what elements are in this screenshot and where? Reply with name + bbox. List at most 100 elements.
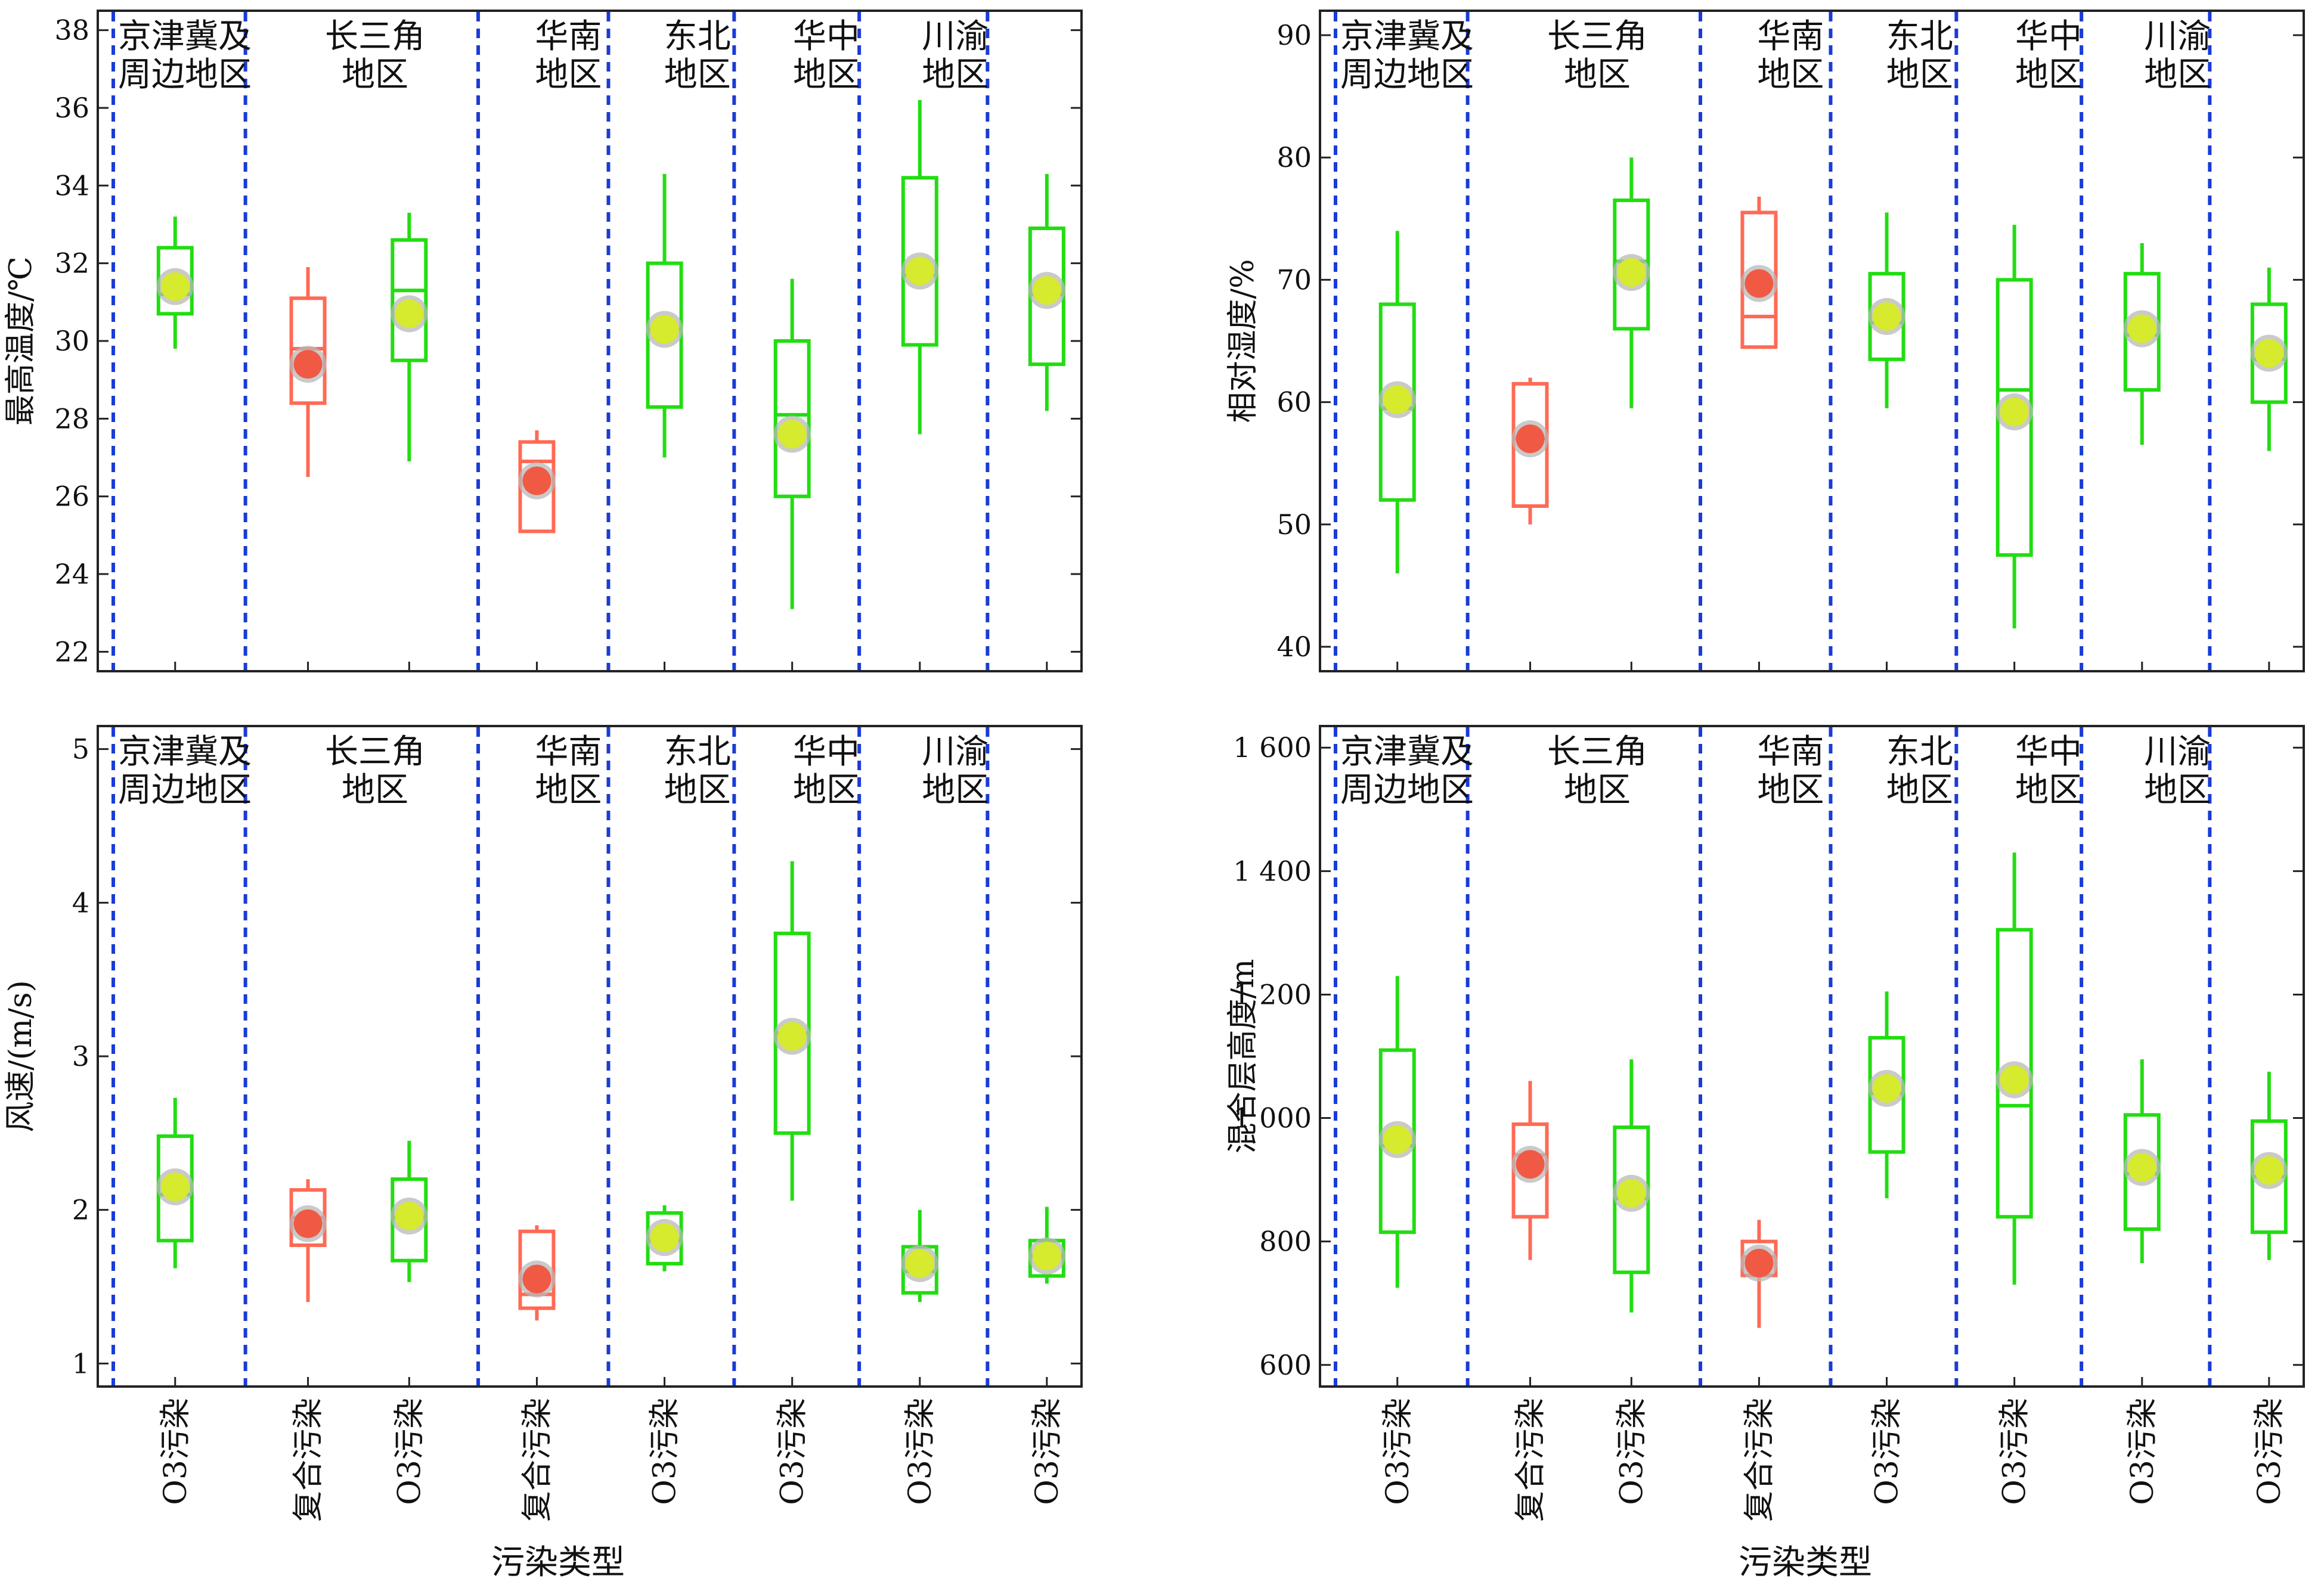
region-label: 华中 <box>2015 733 2082 771</box>
y-tick-label: 1 600 <box>1233 731 1312 764</box>
category-label: 复合污染 <box>291 1398 327 1522</box>
mean-marker <box>2127 314 2156 343</box>
box-iqr <box>1613 199 1650 331</box>
region-label: 华南 <box>1757 17 1824 56</box>
region-label: 地区 <box>1886 55 1953 94</box>
mean-marker <box>1872 1074 1901 1103</box>
region-label: 周边地区 <box>118 771 252 810</box>
y-tick-label: 800 <box>1259 1226 1312 1258</box>
box-iqr <box>518 1229 556 1310</box>
region-label: 京津冀及 <box>118 17 252 56</box>
mean-marker <box>2254 1156 2283 1185</box>
region-label: 地区 <box>922 55 989 94</box>
region-label: 地区 <box>793 55 860 94</box>
mean-marker <box>650 315 679 344</box>
mean-marker <box>2254 339 2283 368</box>
y-tick-label: 30 <box>54 325 89 357</box>
region-label: 周边地区 <box>1340 55 1474 94</box>
mean-marker <box>905 256 934 286</box>
mean-marker <box>1383 385 1412 414</box>
region-label: 华中 <box>793 733 860 771</box>
mean-marker <box>2127 1153 2156 1182</box>
plot-frame <box>1319 10 2305 672</box>
y-axis-label: 最高温度/℃ <box>3 256 39 426</box>
y-axis-label: 相对湿度/% <box>1225 259 1261 423</box>
region-label: 川渝 <box>2144 17 2211 56</box>
mean-marker <box>777 1022 807 1051</box>
mean-marker <box>522 1264 551 1294</box>
y-tick-label: 2 <box>72 1194 89 1226</box>
y-axis-label: 风速/(m/s) <box>3 980 39 1133</box>
region-label: 长三角 <box>325 733 425 771</box>
category-label: O3污染 <box>1030 1398 1065 1505</box>
mean-marker <box>1617 258 1646 287</box>
mean-marker <box>522 466 551 495</box>
box-iqr <box>289 296 327 405</box>
category-label: O3污染 <box>903 1398 938 1505</box>
category-label: 复合污染 <box>519 1398 555 1522</box>
y-tick-label: 1 400 <box>1233 855 1312 887</box>
mean-marker <box>293 1209 323 1238</box>
panel-wind-speed: 京津冀及周边地区长三角地区华南地区东北地区华中地区川渝地区12345风速/(m/… <box>3 725 1083 1522</box>
region-label: 地区 <box>1757 55 1824 94</box>
y-tick-label: 90 <box>1276 19 1312 51</box>
mean-marker <box>1516 424 1545 454</box>
mean-marker <box>777 420 807 449</box>
region-label: 东北 <box>664 733 731 771</box>
mean-marker <box>1617 1178 1646 1208</box>
region-label: 东北 <box>1886 17 1953 56</box>
region-label: 地区 <box>535 771 602 810</box>
y-tick-label: 22 <box>54 635 89 668</box>
box-iqr <box>773 339 811 498</box>
y-tick-label: 1 200 <box>1233 978 1312 1010</box>
category-label: O3污染 <box>647 1398 683 1505</box>
category-label: O3污染 <box>2125 1398 2161 1505</box>
region-label: 地区 <box>342 55 408 94</box>
region-label: 地区 <box>1757 771 1824 810</box>
mean-marker <box>1032 1241 1061 1270</box>
mean-marker <box>905 1249 934 1278</box>
panel-max-temperature: 京津冀及周边地区长三角地区华南地区东北地区华中地区川渝地区22242628303… <box>3 10 1083 672</box>
y-tick-label: 80 <box>1276 141 1312 173</box>
mean-marker <box>1872 302 1901 331</box>
category-label: O3污染 <box>1380 1398 1416 1505</box>
region-label: 周边地区 <box>1340 771 1474 810</box>
y-tick-label: 5 <box>72 733 89 765</box>
y-tick-label: 36 <box>54 92 89 124</box>
region-label: 地区 <box>922 771 989 810</box>
region-label: 地区 <box>342 771 408 810</box>
region-label: 地区 <box>535 55 602 94</box>
region-label: 川渝 <box>2144 733 2211 771</box>
y-tick-label: 24 <box>54 558 89 590</box>
category-label: O3污染 <box>1870 1398 1905 1505</box>
y-tick-label: 4 <box>72 886 89 919</box>
region-label: 地区 <box>793 771 860 810</box>
category-label: O3污染 <box>775 1398 811 1505</box>
region-label: 地区 <box>2015 55 2082 94</box>
y-tick-label: 32 <box>54 247 89 280</box>
region-label: 周边地区 <box>118 55 252 94</box>
category-label: O3污染 <box>1614 1398 1650 1505</box>
region-label: 地区 <box>1886 771 1953 810</box>
mean-marker <box>650 1223 679 1252</box>
region-label: 华中 <box>2015 17 2082 56</box>
y-tick-label: 34 <box>54 169 89 201</box>
x-axis-label-left: 污染类型 <box>491 1543 625 1582</box>
mean-marker <box>1744 1248 1774 1277</box>
box-iqr <box>391 238 428 362</box>
region-label: 地区 <box>1564 771 1631 810</box>
region-label: 长三角 <box>1547 733 1647 771</box>
region-label: 地区 <box>664 771 731 810</box>
mean-marker <box>2000 1065 2029 1094</box>
y-tick-label: 1 000 <box>1233 1102 1312 1134</box>
region-label: 华中 <box>793 17 860 56</box>
region-label: 京津冀及 <box>1340 17 1474 56</box>
region-label: 地区 <box>2015 771 2082 810</box>
region-label: 京津冀及 <box>1340 733 1474 771</box>
y-tick-label: 40 <box>1276 631 1312 663</box>
region-label: 长三角 <box>1547 17 1647 56</box>
region-label: 华南 <box>535 17 602 56</box>
mean-marker <box>1383 1125 1412 1154</box>
y-tick-label: 26 <box>54 480 89 513</box>
